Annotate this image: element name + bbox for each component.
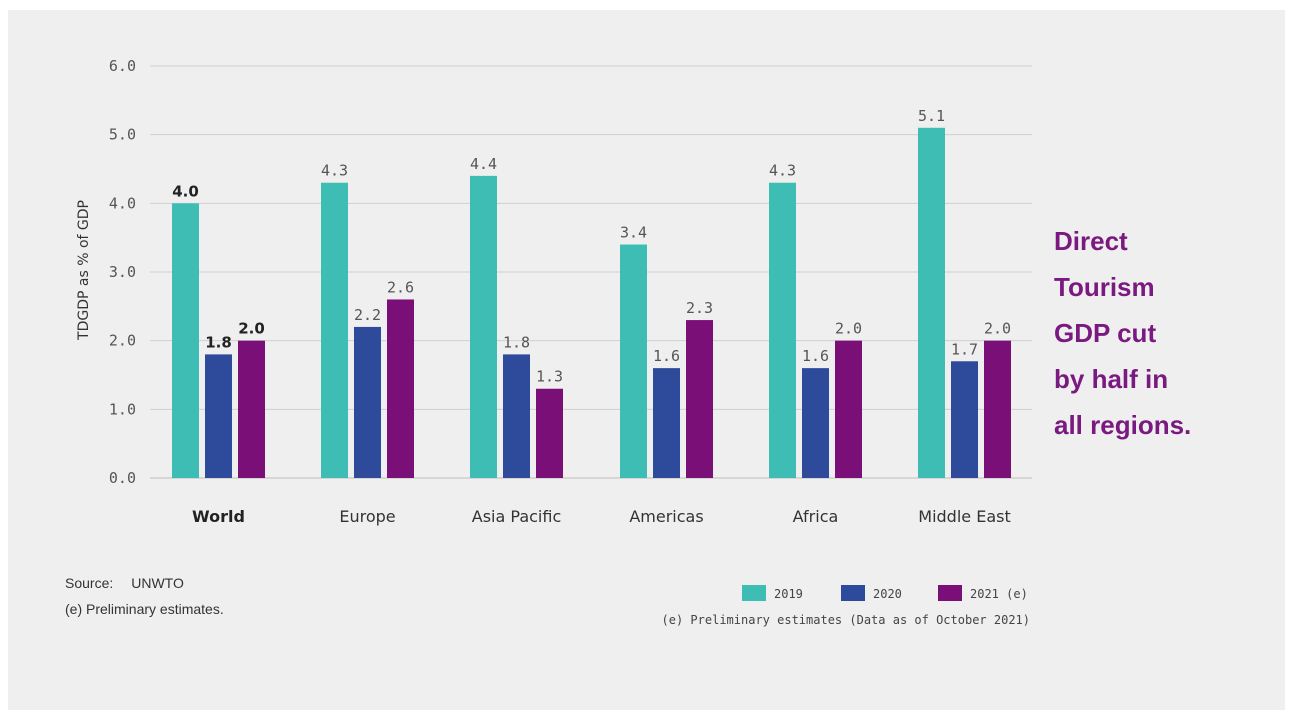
legend-swatch — [742, 585, 766, 601]
bar-2021-e-africa — [835, 340, 862, 478]
bar-2019-europe — [321, 182, 348, 478]
y-tick-label: 1.0 — [109, 400, 136, 418]
data-label: 4.0 — [172, 182, 199, 200]
x-tick-label: Asia Pacific — [472, 507, 561, 526]
data-label: 5.1 — [918, 107, 945, 125]
grid-lines — [150, 65, 1032, 479]
bar-2020-world — [205, 354, 232, 478]
data-label: 2.0 — [835, 320, 862, 338]
data-label: 4.3 — [321, 162, 348, 180]
y-tick-label: 0.0 — [109, 469, 136, 487]
y-axis-label: TDGDP as % of GDP — [76, 200, 92, 341]
legend-label: 2020 — [873, 587, 902, 601]
source-value: UNWTO — [131, 575, 184, 591]
data-label: 2.6 — [387, 278, 414, 296]
legend-label: 2021 (e) — [970, 587, 1028, 601]
bar-2019-americas — [620, 244, 647, 478]
source-label: Source: — [65, 575, 114, 591]
source-note: Source: UNWTO (e) Preliminary estimates. — [65, 570, 224, 622]
data-label: 2.3 — [686, 299, 713, 317]
data-label: 2.0 — [238, 320, 265, 338]
category-labels: World Europe Asia Pacific Americas Africa Mid… — [192, 507, 1011, 526]
bar-2020-middle-east — [951, 361, 978, 478]
bar-2019-africa — [769, 182, 796, 478]
data-label: 2.2 — [354, 306, 381, 324]
data-label: 3.4 — [620, 224, 647, 242]
legend-note: (e) Preliminary estimates (Data as of Oc… — [662, 613, 1030, 627]
data-label: 4.4 — [470, 155, 497, 173]
source-line: Source: UNWTO — [65, 570, 224, 596]
legend: 2019 2020 2021 (e) — [742, 585, 1028, 601]
bar-2019-middle-east — [918, 127, 945, 479]
bar-2019-asia-pacific — [470, 175, 497, 478]
x-tick-label: Europe — [339, 507, 395, 526]
data-label: 1.8 — [205, 333, 232, 351]
callout-text: Direct Tourism GDP cut by half in all re… — [1054, 218, 1274, 448]
bar-2020-africa — [802, 368, 829, 478]
y-tick-label: 3.0 — [109, 263, 136, 281]
estimate-note: (e) Preliminary estimates. — [65, 601, 224, 617]
data-label: 1.3 — [536, 368, 563, 386]
bar-2021-e-world — [238, 340, 265, 478]
y-axis-ticks: 0.0 1.0 2.0 3.0 4.0 5.0 6.0 — [109, 57, 136, 487]
bar-2021-e-middle-east — [984, 340, 1011, 478]
callout-line: Direct — [1054, 226, 1128, 256]
y-tick-label: 4.0 — [109, 194, 136, 212]
value-labels: 4.0 1.8 2.0 4.3 2.2 2.6 4.4 1.8 1.3 3.4 1.6 2.3 4.3 1… — [172, 107, 1011, 386]
callout-line: Tourism — [1054, 272, 1155, 302]
bar-2020-asia-pacific — [503, 354, 530, 478]
bars — [172, 127, 1011, 479]
data-label: 1.6 — [653, 347, 680, 365]
legend-swatch — [938, 585, 962, 601]
y-tick-label: 2.0 — [109, 332, 136, 350]
bar-2019-world — [172, 203, 199, 479]
bar-2020-americas — [653, 368, 680, 478]
legend-swatch — [841, 585, 865, 601]
bar-2020-europe — [354, 326, 381, 478]
legend-label: 2019 — [774, 587, 803, 601]
x-tick-label: Middle East — [918, 507, 1010, 526]
data-label: 1.7 — [951, 340, 978, 358]
y-tick-label: 5.0 — [109, 126, 136, 144]
data-label: 1.8 — [503, 333, 530, 351]
callout-line: by half in — [1054, 364, 1169, 394]
bar-2021-e-asia-pacific — [536, 388, 563, 478]
callout-line: all regions. — [1054, 410, 1192, 440]
x-tick-label: Americas — [629, 507, 703, 526]
data-label: 4.3 — [769, 162, 796, 180]
callout-line: GDP cut — [1054, 318, 1157, 348]
data-label: 1.6 — [802, 347, 829, 365]
data-label: 2.0 — [984, 320, 1011, 338]
bar-2021-e-europe — [387, 299, 414, 478]
x-tick-label: Africa — [793, 507, 839, 526]
bar-2021-e-americas — [686, 320, 713, 478]
x-tick-label: World — [192, 507, 245, 526]
y-tick-label: 6.0 — [109, 57, 136, 75]
